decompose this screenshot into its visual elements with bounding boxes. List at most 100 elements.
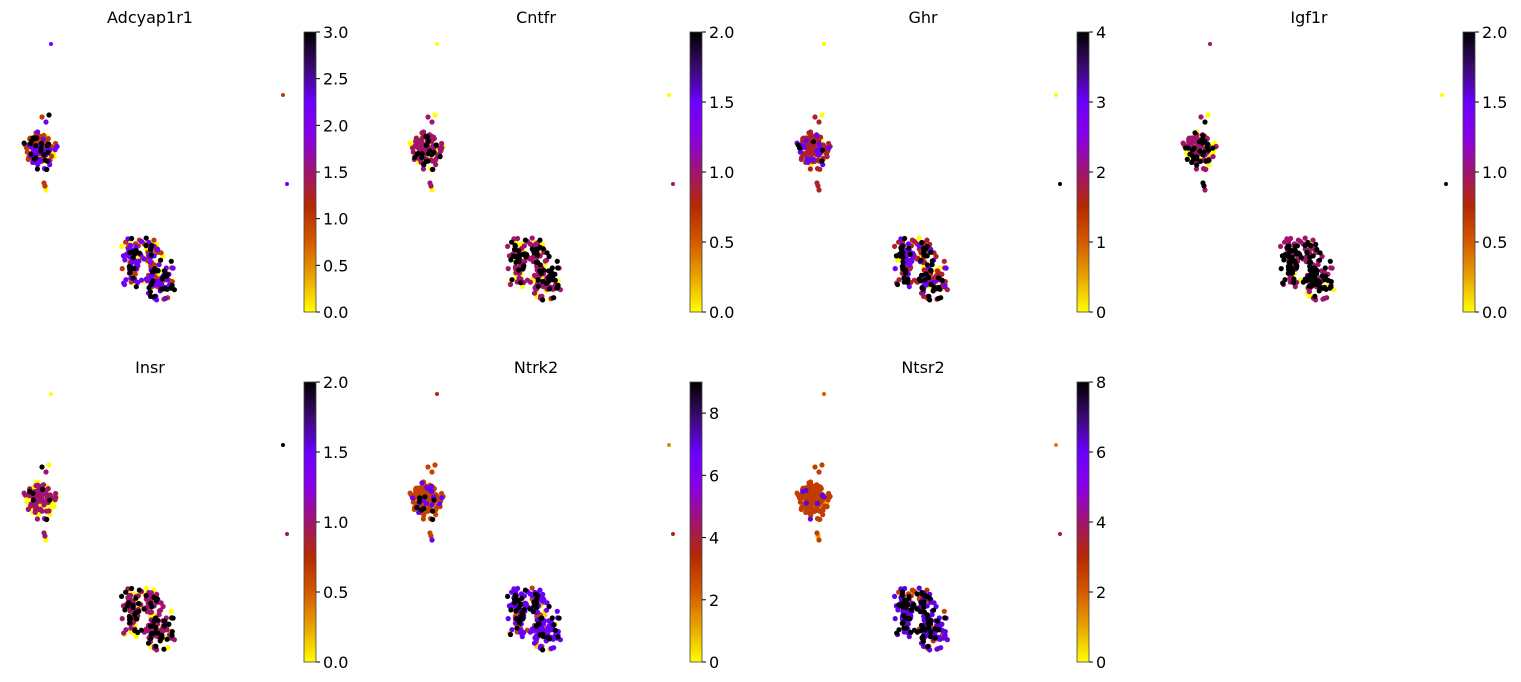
cell-point [905,241,912,247]
cell-point [1298,254,1304,261]
cell-point [43,166,50,173]
cell-point [939,277,945,283]
cell-point [421,505,427,512]
cell-point [1322,265,1328,271]
cell-point [1310,268,1316,274]
cell-point [410,499,416,505]
cell-point [924,243,930,249]
cell-point [512,600,518,606]
cell-point [438,148,444,154]
cell-point [46,112,52,118]
cell-point [120,603,126,609]
cell-point [549,265,555,271]
colorbar-tick-label: 1 [1096,233,1106,252]
cell-point [136,587,142,593]
cell-point [171,287,177,293]
cell-point [1187,151,1193,157]
cell-point [893,253,899,259]
cell-point [161,618,167,624]
cell-point [505,266,511,272]
cell-point [928,629,934,635]
cell-point [38,148,44,154]
cell-point [554,608,560,614]
cell-point [136,258,142,264]
cell-point [157,638,163,644]
cell-point [1202,166,1209,173]
cell-point [902,235,908,242]
cell-point [42,499,48,505]
outlier-point-right-upper [281,443,285,447]
cell-point [812,114,818,120]
colorbar-tick-label: 3 [1096,93,1106,112]
scatter-points [794,42,1062,303]
outlier-point-right-upper [1440,93,1444,97]
outlier-point-right-upper [667,443,671,447]
cell-point [422,494,428,500]
cell-point [816,516,823,523]
colorbar-tick-label: 4 [1096,513,1106,532]
cell-point [551,295,557,301]
cell-point [921,609,928,615]
cell-point [1282,239,1288,245]
cell-point [919,239,925,246]
cell-point [1327,285,1333,291]
cell-point [432,462,438,468]
cell-point [47,492,53,498]
cell-point [922,252,929,258]
cell-point [156,608,162,614]
cell-point [41,152,47,158]
cell-point [42,533,48,539]
colorbar-gradient [303,381,317,663]
cell-point [903,609,909,615]
cell-point [428,183,434,189]
cell-point [161,623,167,629]
cell-point [934,618,940,624]
cell-point [43,119,49,125]
cell-point [808,505,814,512]
colorbar: 0.0 0.5 1.0 1.5 2.0 [1462,23,1507,322]
cell-point [942,615,948,621]
cell-point [929,262,935,268]
cell-point [895,607,901,613]
cell-point [540,647,546,653]
cell-point [892,593,898,599]
panel-title: Insr [135,358,165,377]
cell-point [37,496,44,502]
cell-point [537,268,543,274]
cell-point [428,533,434,539]
cell-point [135,279,141,286]
cell-point [518,280,524,286]
cell-point [903,267,909,273]
cell-point [128,266,134,272]
cell-point [150,623,156,629]
cell-point [1304,249,1310,255]
cell-point [34,166,41,172]
cell-point [1202,187,1208,193]
cell-point [122,607,128,613]
cell-point [919,635,925,641]
outlier-point-top [822,392,826,396]
cell-point [425,114,431,120]
colorbar-tick-label: 0.0 [709,303,734,322]
cell-point [512,592,518,598]
cell-point [35,129,41,135]
colorbar: 0 2 4 6 8 [1076,373,1106,672]
cell-point [943,265,949,271]
cell-point [415,150,421,157]
cell-point [1282,277,1288,283]
cell-point [809,156,815,163]
cell-point [922,277,928,283]
colorbar-tick-label: 1.0 [323,513,348,532]
outlier-point-right-upper [1054,93,1058,97]
cell-point [810,496,816,502]
cell-point [810,139,816,145]
cell-point [507,281,514,288]
cell-point [906,245,912,251]
cell-point [429,508,436,514]
outlier-point-right-lower [285,532,289,536]
cell-point [509,627,515,633]
cell-point [554,285,560,291]
colorbar-tick-label: 2 [709,591,719,610]
cell-point [545,624,552,630]
